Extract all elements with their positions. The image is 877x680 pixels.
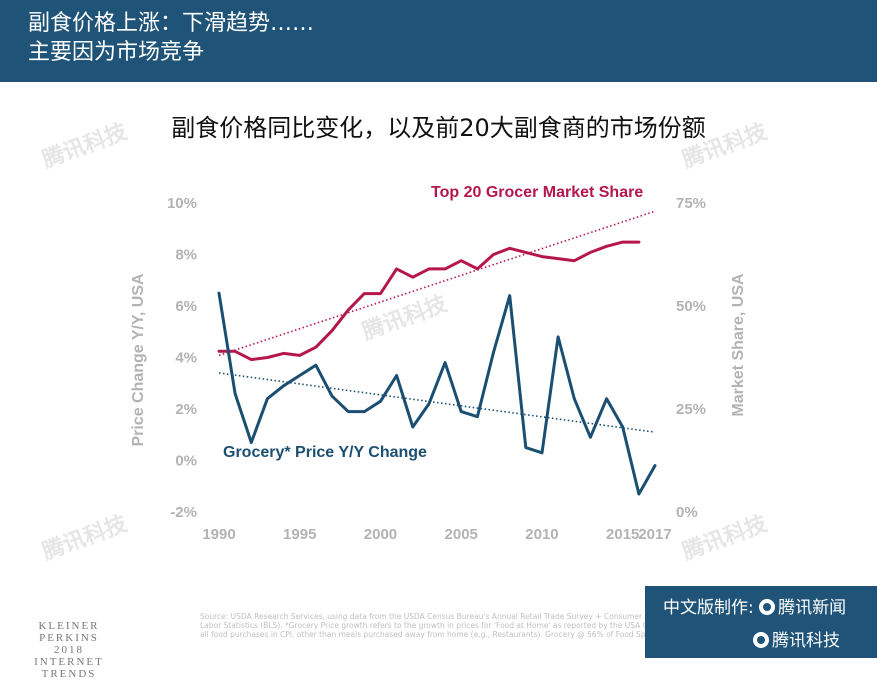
right-axis-tick-label: 25% [676,401,706,418]
left-axis-label: Price Change Y/Y, USA [130,273,147,447]
left-axis-tick-label: 0% [175,453,197,470]
chart-title: 副食价格同比变化，以及前20大副食商的市场份额 [171,114,706,142]
trendline [218,210,656,357]
tencent-logo-icon [753,632,769,648]
tencent-logo-icon [759,599,776,615]
badge-label: 中文版制作: [663,598,754,618]
badge-row1: 中文版制作: 腾讯新闻 [663,593,846,618]
left-axis-tick-label: -2% [170,504,197,521]
x-axis-tick-label: 2017 [638,526,671,543]
badge-tech: 腾讯科技 [772,631,840,651]
brand-line3: INTERNET TRENDS [34,656,104,680]
series-line [217,291,657,496]
right-axis-label: Market Share, USA [730,273,747,417]
right-axis-tick-label: 75% [676,195,706,212]
header-bar: 副食价格上涨：下滑趋势…… 主要因为市场竞争 [0,0,877,82]
legend-price-change: Grocery* Price Y/Y Change [223,444,427,461]
series-lines [217,240,657,496]
left-axis-tick-label: 6% [175,298,197,315]
header-title-line1: 副食价格上涨：下滑趋势…… [28,11,315,36]
brand-line1: KLEINER PERKINS [38,620,100,644]
left-axis-tick-label: 2% [175,401,197,418]
header-title-line2: 主要因为市场竞争 [28,40,205,65]
x-axis-tick-label: 2015 [606,526,639,543]
x-axis-tick-label: 2005 [445,526,478,543]
series-line [217,240,641,362]
trendlines [218,210,656,433]
x-axis-tick-label: 1995 [283,526,316,543]
tencent-badge: 中文版制作: 腾讯新闻 腾讯科技 [645,586,877,658]
right-axis-tick-label: 50% [676,298,706,315]
right-axis-ticks: 75% 50% 25% 0% [676,195,706,521]
chart-svg: 10% 8% 6% 4% 2% 0% -2% 75% 50% 25% 0% 1990 1995 200… [130,184,747,543]
x-axis-tick-label: 2010 [525,526,558,543]
trendline [218,372,656,433]
x-axis-tick-label: 2000 [364,526,397,543]
brand-line2: 2018 [54,644,84,656]
left-axis-tick-label: 4% [175,350,197,367]
source-note: Source: USDA Research Services, using da… [200,612,735,639]
right-axis-tick-label: 0% [676,504,698,521]
badge-row2: 腾讯科技 [753,626,840,651]
left-axis-tick-label: 10% [167,195,197,212]
left-axis-tick-label: 8% [175,247,197,264]
x-axis-tick-label: 1990 [202,526,235,543]
legend-market-share: Top 20 Grocer Market Share [431,184,643,201]
left-axis-ticks: 10% 8% 6% 4% 2% 0% -2% [167,195,197,521]
badge-news: 腾讯新闻 [778,598,847,618]
brand-footer: KLEINER PERKINS 2018 INTERNET TRENDS [8,620,130,680]
